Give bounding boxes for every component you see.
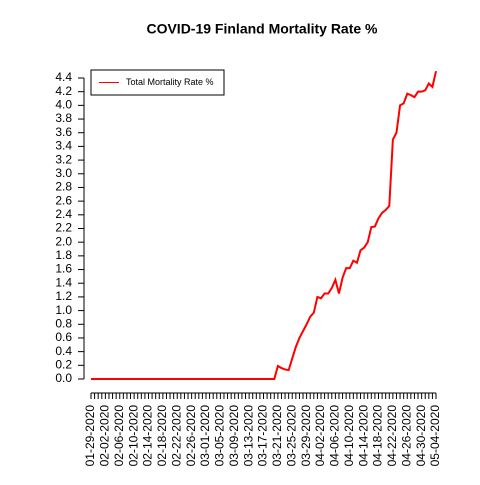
y-tick-label: 2.4 xyxy=(55,207,72,221)
x-tick-label: 04-18-2020 xyxy=(371,405,385,467)
data-line xyxy=(91,70,437,380)
x-tick-label: 02-26-2020 xyxy=(184,405,198,467)
x-tick-label: 04-26-2020 xyxy=(399,405,413,467)
x-tick-label: 04-02-2020 xyxy=(313,405,327,467)
y-tick-label: 2.2 xyxy=(55,221,72,235)
x-tick-label: 04-30-2020 xyxy=(414,405,428,467)
y-tick-label: 3.6 xyxy=(55,125,72,139)
y-tick-label: 4.0 xyxy=(55,98,72,112)
x-tick-label: 03-21-2020 xyxy=(270,405,284,467)
x-tick-label: 02-06-2020 xyxy=(112,405,126,467)
y-tick-label: 3.2 xyxy=(55,152,72,166)
y-tick-label: 0.6 xyxy=(55,330,72,344)
y-tick-label: 0.8 xyxy=(55,316,72,330)
legend-label: Total Mortality Rate % xyxy=(126,77,214,87)
y-tick-label: 4.4 xyxy=(55,70,72,84)
x-tick-label: 03-09-2020 xyxy=(227,405,241,467)
x-tick-label: 02-02-2020 xyxy=(98,405,112,467)
y-tick-label: 2.0 xyxy=(55,234,72,248)
x-tick-label: 05-04-2020 xyxy=(428,405,442,467)
y-tick-label: 1.4 xyxy=(55,275,72,289)
x-tick-label: 01-29-2020 xyxy=(83,405,97,467)
x-tick-label: 02-22-2020 xyxy=(169,405,183,467)
x-tick-label: 03-25-2020 xyxy=(284,405,298,467)
x-tick-label: 03-17-2020 xyxy=(256,405,270,467)
x-tick-label: 02-18-2020 xyxy=(155,405,169,467)
x-tick-label: 03-01-2020 xyxy=(198,405,212,467)
x-tick-label: 03-13-2020 xyxy=(241,405,255,467)
x-tick-label: 02-14-2020 xyxy=(141,405,155,467)
x-tick-label: 04-10-2020 xyxy=(342,405,356,467)
chart-title: COVID-19 Finland Mortality Rate % xyxy=(146,21,378,37)
x-tick-label: 04-22-2020 xyxy=(385,405,399,467)
y-tick-label: 0.4 xyxy=(55,344,72,358)
x-tick-label: 02-10-2020 xyxy=(126,405,140,467)
y-tick-label: 1.6 xyxy=(55,262,72,276)
x-tick-label: 03-29-2020 xyxy=(299,405,313,467)
y-tick-label: 3.0 xyxy=(55,166,72,180)
y-tick-label: 3.8 xyxy=(55,111,72,125)
y-tick-label: 1.0 xyxy=(55,303,72,317)
y-tick-label: 3.4 xyxy=(55,139,72,153)
y-tick-label: 2.8 xyxy=(55,180,72,194)
y-tick-label: 1.2 xyxy=(55,289,72,303)
x-tick-label: 03-05-2020 xyxy=(213,405,227,467)
y-tick-label: 4.2 xyxy=(55,84,72,98)
y-tick-label: 1.8 xyxy=(55,248,72,262)
x-tick-label: 04-14-2020 xyxy=(356,405,370,467)
y-tick-label: 0.2 xyxy=(55,357,72,371)
y-tick-label: 0.0 xyxy=(55,371,72,385)
x-tick-label: 04-06-2020 xyxy=(328,405,342,467)
y-tick-label: 2.6 xyxy=(55,193,72,207)
